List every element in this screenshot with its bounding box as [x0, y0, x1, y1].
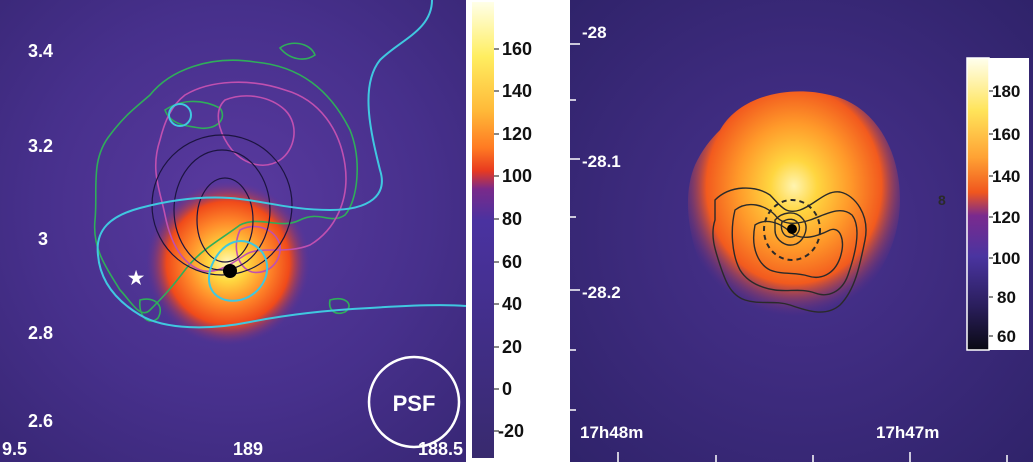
y-tick-label: -28.2	[582, 283, 621, 302]
colorbar-tick: 40	[502, 294, 522, 314]
y-tick-label: 3	[38, 229, 48, 249]
x-tick-label: 9.5	[2, 439, 27, 459]
cyan-contours	[96, 0, 467, 329]
x-tick-label: 17h47m	[876, 423, 939, 442]
small-marker: 8	[938, 192, 946, 208]
source-position-dot	[223, 264, 237, 278]
colorbar-tick: 80	[997, 288, 1016, 307]
star-marker: ★	[128, 268, 145, 288]
source-position-dot	[787, 224, 797, 234]
left-sky-map: ★ PSF 3.4 3.2 3 2.8 2.6 9.5 189 188.5	[0, 0, 467, 462]
colorbar-gradient	[472, 2, 494, 458]
colorbar-tick: 120	[502, 124, 532, 144]
y-tick-label: 3.2	[28, 136, 53, 156]
right-colorbar: 180 160 140 120 100 80 60	[966, 57, 1029, 351]
colorbar-tick: 140	[502, 81, 532, 101]
colorbar-tick: 20	[502, 337, 522, 357]
emission-region	[687, 91, 900, 329]
left-colorbar: 160 140 120 100 80 60 40 20 0 -20	[470, 0, 570, 462]
colorbar-tick: 140	[992, 167, 1020, 186]
y-tick-label: 2.6	[28, 411, 53, 431]
y-tick-label: -28	[582, 23, 607, 42]
colorbar-tick: 60	[997, 327, 1016, 346]
colorbar-tick: -20	[498, 421, 524, 441]
colorbar-tick: 160	[502, 39, 532, 59]
colorbar-tick: 80	[502, 209, 522, 229]
y-tick-label: 2.8	[28, 323, 53, 343]
right-sky-map: 8 -28 -28.1 -28.2 17h48m 17h47m	[570, 0, 1033, 462]
y-tick-label: -28.1	[582, 152, 621, 171]
x-tick-label: 189	[233, 439, 263, 459]
y-tick-label: 3.4	[28, 41, 53, 61]
colorbar-tick: 60	[502, 252, 522, 272]
psf-label: PSF	[393, 391, 436, 416]
colorbar-tick: 180	[992, 82, 1020, 101]
x-tick-label: 188.5	[418, 439, 463, 459]
colorbar-tick: 120	[992, 208, 1020, 227]
colorbar-tick: 100	[502, 166, 532, 186]
colorbar-tick: 160	[992, 125, 1020, 144]
psf-circle: PSF	[367, 355, 461, 449]
x-tick-label: 17h48m	[580, 423, 643, 442]
colorbar-tick: 0	[502, 379, 512, 399]
colorbar-tick: 100	[992, 249, 1020, 268]
